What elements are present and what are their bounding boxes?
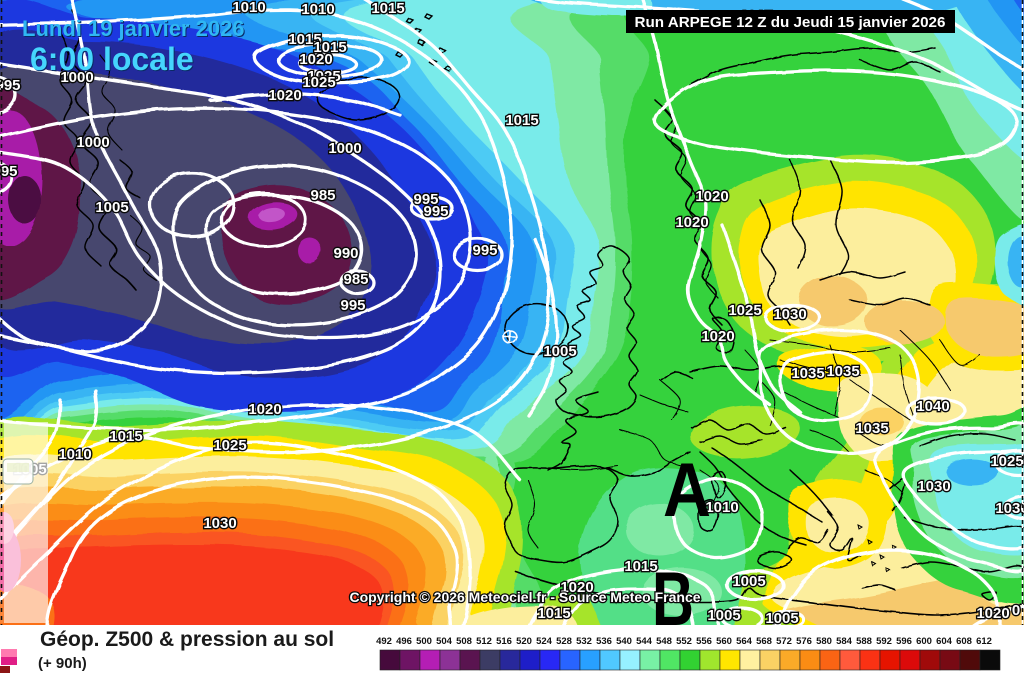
svg-text:1025: 1025 [307, 68, 340, 85]
svg-text:1005: 1005 [95, 199, 128, 216]
svg-text:1010: 1010 [58, 446, 91, 463]
svg-text:995: 995 [423, 203, 448, 220]
svg-text:1010: 1010 [705, 499, 738, 516]
svg-text:1000: 1000 [60, 69, 93, 86]
svg-text:1020: 1020 [248, 401, 281, 418]
svg-text:612: 612 [976, 636, 992, 647]
svg-text:568: 568 [756, 636, 772, 647]
svg-text:1035: 1035 [791, 365, 824, 382]
svg-text:1025: 1025 [213, 437, 246, 454]
svg-text:1020: 1020 [701, 328, 734, 345]
svg-text:(+ 90h): (+ 90h) [38, 655, 87, 672]
svg-text:1025: 1025 [302, 74, 335, 91]
svg-text:1015: 1015 [371, 0, 404, 17]
svg-text:995: 995 [413, 191, 438, 208]
svg-text:576: 576 [796, 636, 812, 647]
svg-text:1015: 1015 [537, 605, 570, 622]
svg-text:1005: 1005 [543, 343, 576, 360]
svg-text:552: 552 [676, 636, 692, 647]
svg-text:1000: 1000 [328, 140, 361, 157]
svg-text:1030: 1030 [203, 515, 236, 532]
svg-text:995: 995 [472, 242, 497, 259]
svg-text:500: 500 [416, 636, 432, 647]
svg-text:1035: 1035 [826, 363, 859, 380]
svg-text:608: 608 [956, 636, 972, 647]
svg-text:1015: 1015 [313, 39, 346, 56]
svg-text:1020: 1020 [560, 579, 593, 596]
svg-text:556: 556 [696, 636, 712, 647]
svg-text:492: 492 [376, 636, 392, 647]
svg-text:995: 995 [0, 163, 18, 180]
svg-text:1030: 1030 [995, 500, 1024, 517]
svg-text:995: 995 [0, 77, 21, 94]
svg-text:Lundi 19 janvier 2026: Lundi 19 janvier 2026 [22, 16, 245, 41]
svg-text:600: 600 [916, 636, 932, 647]
svg-text:1005: 1005 [707, 607, 740, 624]
svg-text:496: 496 [396, 636, 412, 647]
svg-text:1030: 1030 [917, 478, 950, 495]
svg-text:1000: 1000 [76, 134, 109, 151]
svg-text:604: 604 [936, 636, 953, 647]
svg-text:1035: 1035 [855, 420, 888, 437]
svg-text:1025: 1025 [990, 453, 1023, 470]
svg-text:560: 560 [716, 636, 732, 647]
svg-text:524: 524 [536, 636, 553, 647]
svg-text:1020: 1020 [299, 51, 332, 68]
svg-text:1020: 1020 [268, 87, 301, 104]
svg-text:0: 0 [1012, 602, 1020, 619]
svg-text:Copyright © 2026 Meteociel.fr: Copyright © 2026 Meteociel.fr - Source M… [349, 589, 700, 605]
svg-text:516: 516 [496, 636, 512, 647]
svg-text:536: 536 [596, 636, 612, 647]
svg-text:532: 532 [576, 636, 592, 647]
svg-text:985: 985 [343, 271, 368, 288]
svg-text:1025: 1025 [728, 302, 761, 319]
svg-text:1015: 1015 [624, 558, 657, 575]
svg-text:512: 512 [476, 636, 492, 647]
svg-text:6:00 locale: 6:00 locale [30, 41, 194, 77]
svg-text:1010: 1010 [232, 0, 265, 16]
svg-text:580: 580 [816, 636, 832, 647]
svg-text:508: 508 [456, 636, 472, 647]
svg-text:544: 544 [636, 636, 653, 647]
svg-text:520: 520 [516, 636, 532, 647]
svg-text:Run ARPEGE 12 Z du Jeudi 15 ja: Run ARPEGE 12 Z du Jeudi 15 janvier 2026 [635, 14, 946, 31]
svg-text:B: B [652, 557, 694, 642]
svg-text:1015: 1015 [288, 31, 321, 48]
svg-text:1015: 1015 [505, 112, 538, 129]
svg-text:548: 548 [656, 636, 672, 647]
svg-text:540: 540 [616, 636, 632, 647]
svg-text:985: 985 [310, 187, 335, 204]
svg-text:Géop. Z500 & pression au sol: Géop. Z500 & pression au sol [40, 628, 334, 651]
svg-text:995: 995 [340, 297, 365, 314]
svg-text:1005: 1005 [765, 610, 798, 627]
svg-text:528: 528 [556, 636, 572, 647]
svg-text:1020: 1020 [695, 188, 728, 205]
svg-text:A: A [663, 448, 711, 533]
svg-text:1030: 1030 [773, 306, 806, 323]
svg-text:592: 592 [876, 636, 892, 647]
svg-text:584: 584 [836, 636, 853, 647]
svg-text:596: 596 [896, 636, 912, 647]
svg-text:564: 564 [736, 636, 753, 647]
svg-text:504: 504 [436, 636, 453, 647]
svg-text:572: 572 [776, 636, 792, 647]
svg-text:1020: 1020 [976, 605, 1009, 622]
svg-text:1010: 1010 [301, 1, 334, 18]
svg-text:1005: 1005 [732, 573, 765, 590]
svg-text:990: 990 [333, 245, 358, 262]
svg-text:1040: 1040 [916, 398, 949, 415]
svg-text:588: 588 [856, 636, 872, 647]
svg-text:1020: 1020 [675, 214, 708, 231]
svg-text:1015: 1015 [109, 428, 142, 445]
